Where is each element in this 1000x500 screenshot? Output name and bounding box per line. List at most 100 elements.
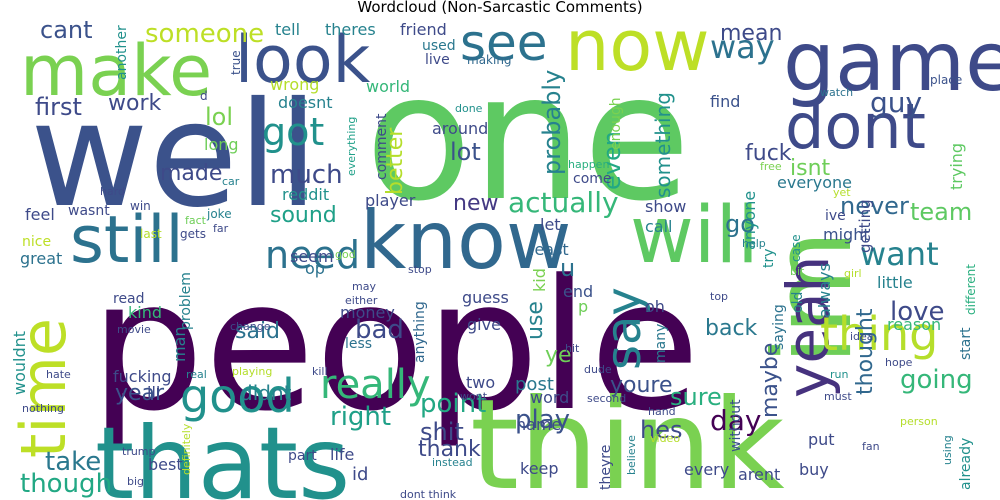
word-idea: idea [850,330,874,343]
word-back: back [705,316,758,341]
word-player: player [365,191,416,210]
word-doesnt: doesnt [278,93,333,112]
word-hes: hes [640,416,682,444]
word-now: now [565,5,709,87]
word-fuck: fuck [745,141,792,166]
word-im: im [751,230,876,365]
word-far: far [213,222,229,235]
word-dont-think: dont think [400,488,457,500]
word-oh: oh [645,297,665,316]
word-done: done [455,102,483,115]
word-find: find [710,92,740,111]
word-arent: arent [738,465,780,484]
word-saying: saying [771,304,787,350]
word-used: used [422,38,456,54]
word-new: new [453,191,498,216]
word-every: every [684,460,729,479]
word-start: start [958,327,974,360]
word-god: god [335,248,356,261]
word-way: way [710,28,775,66]
word-want: want [860,235,939,273]
word-s: s [950,49,956,63]
word-work: work [108,91,161,116]
word-man: man [170,326,189,362]
word-free: free [760,160,782,173]
word-still: still [70,203,184,278]
word-give: give [467,315,501,334]
word-comment: comment [374,113,390,180]
word-much: much [270,160,343,190]
word-gets: gets [180,227,206,241]
word-win: win [130,199,151,213]
word-problem: problem [178,272,194,330]
word-either: either [345,294,378,307]
word-though: though [20,469,112,499]
word-kind: kind [128,303,162,322]
word-fucking: fucking [113,367,172,386]
word-video: video [650,432,680,445]
word-enough: enough [608,97,624,150]
word-cant: cant [40,16,93,44]
word-someone: someone [145,19,264,49]
word-girl: girl [844,267,862,280]
word-go: go [725,210,755,238]
word-read: read [113,291,145,307]
word-true: true [229,50,243,75]
word-top: top [710,290,728,303]
word-know: know [360,194,571,287]
word-ive: ive [825,208,846,224]
word-wasnt: wasnt [68,203,110,219]
word-might: might [823,225,870,244]
word-feel: feel [25,205,55,224]
word-less: less [345,336,372,352]
word-wont: wont [460,390,488,403]
word-really: really [320,362,431,408]
word-youre: youre [610,373,673,398]
word-many: many [653,324,669,363]
word-try: try [761,248,777,268]
word-nice: nice [22,234,51,250]
word-run: run [830,368,848,381]
word-world: world [366,77,410,96]
word-use: use [523,301,548,340]
word-great: great [20,249,62,268]
word-dont: dont [785,90,926,163]
word-thank: thank [418,437,481,462]
word-place: place [930,73,962,87]
word-guy: guy [870,86,922,119]
word-name: name [516,415,561,434]
word-word: word [530,388,569,407]
word-making: making [467,53,512,67]
word-kid: kid [530,268,549,292]
word-people: people [90,242,700,451]
word-trying: trying [947,143,966,190]
word-need: need [265,233,360,277]
word-look: look [235,23,371,98]
word-fan: fan [862,440,880,453]
word-kill: kill [312,365,328,378]
word-may: may [352,280,376,293]
word-didnt: didnt [240,381,292,405]
word-id: id [352,464,368,485]
word-better: better [383,127,408,195]
word-tell: tell [275,20,300,39]
word-probably: probably [538,70,566,175]
word-thought: thought [853,308,878,395]
word-sure: sure [670,383,722,411]
word-right: right [330,402,391,432]
word-already: already [958,438,974,490]
word-p: p [578,297,588,316]
word-movie: movie [117,323,151,336]
word-wrong: wrong [270,75,319,94]
word-instead: instead [432,456,473,469]
word-everyone: everyone [777,173,852,192]
word-last: last [140,227,162,241]
word-yeah: yeah [774,256,842,398]
word-lot: lot [450,138,481,166]
word-u: u [560,254,575,282]
word-live: live [425,52,450,68]
word-without: without [728,399,744,452]
word-stop: stop [408,263,432,276]
word-always: always [815,263,834,318]
